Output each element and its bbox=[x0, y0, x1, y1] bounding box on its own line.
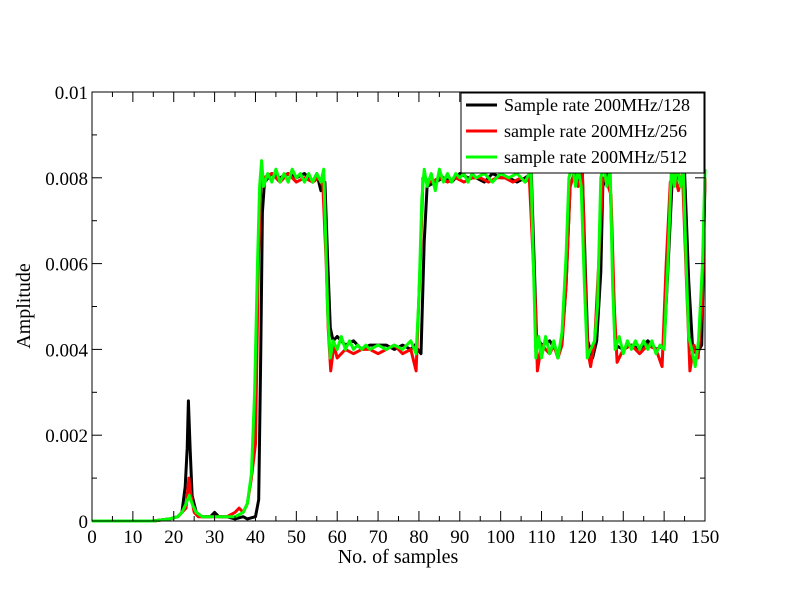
x-tick-label: 100 bbox=[486, 527, 515, 548]
legend-box bbox=[460, 92, 705, 174]
legend: Sample rate 200MHz/128 sample rate 200MHz… bbox=[460, 92, 705, 174]
x-tick-label: 130 bbox=[609, 527, 638, 548]
y-tick-label: 0.002 bbox=[45, 426, 88, 447]
x-tick-label: 10 bbox=[123, 527, 142, 548]
x-tick-label: 140 bbox=[650, 527, 679, 548]
legend-label-1: Sample rate 200MHz/128 bbox=[504, 95, 690, 115]
x-axis-title: No. of samples bbox=[338, 546, 459, 568]
legend-label-2: sample rate 200MHz/256 bbox=[504, 121, 687, 141]
x-axis: 0 10 20 30 40 50 60 70 80 90 100 110 120 130 140 150 bbox=[87, 92, 719, 548]
series-layer bbox=[92, 159, 707, 523]
y-tick-label: 0.01 bbox=[55, 83, 88, 104]
x-tick-label: 120 bbox=[568, 527, 597, 548]
legend-label-3: sample rate 200MHz/512 bbox=[504, 147, 687, 167]
y-tick-label: 0 bbox=[79, 512, 89, 533]
x-tick-label: 30 bbox=[205, 527, 224, 548]
y-axis: 0 0.002 0.004 0.006 0.008 0.01 bbox=[45, 83, 705, 533]
x-tick-label: 80 bbox=[409, 527, 428, 548]
legend-items: Sample rate 200MHz/128 sample rate 200MHz… bbox=[466, 95, 690, 167]
x-tick-label: 0 bbox=[87, 527, 97, 548]
y-tick-label: 0.008 bbox=[45, 169, 88, 190]
x-tick-label: 40 bbox=[246, 527, 265, 548]
x-tick-label: 70 bbox=[369, 527, 388, 548]
y-tick-label: 0.006 bbox=[45, 255, 88, 276]
x-tick-label: 90 bbox=[450, 527, 469, 548]
x-tick-label: 20 bbox=[164, 527, 183, 548]
x-tick-label: 50 bbox=[287, 527, 306, 548]
x-tick-label: 110 bbox=[528, 527, 556, 548]
y-axis-title: Amplitude bbox=[13, 263, 35, 349]
x-tick-label: 150 bbox=[691, 527, 720, 548]
series-line-3 bbox=[92, 159, 707, 523]
y-tick-label: 0.004 bbox=[45, 340, 88, 361]
x-tick-label: 60 bbox=[328, 527, 347, 548]
